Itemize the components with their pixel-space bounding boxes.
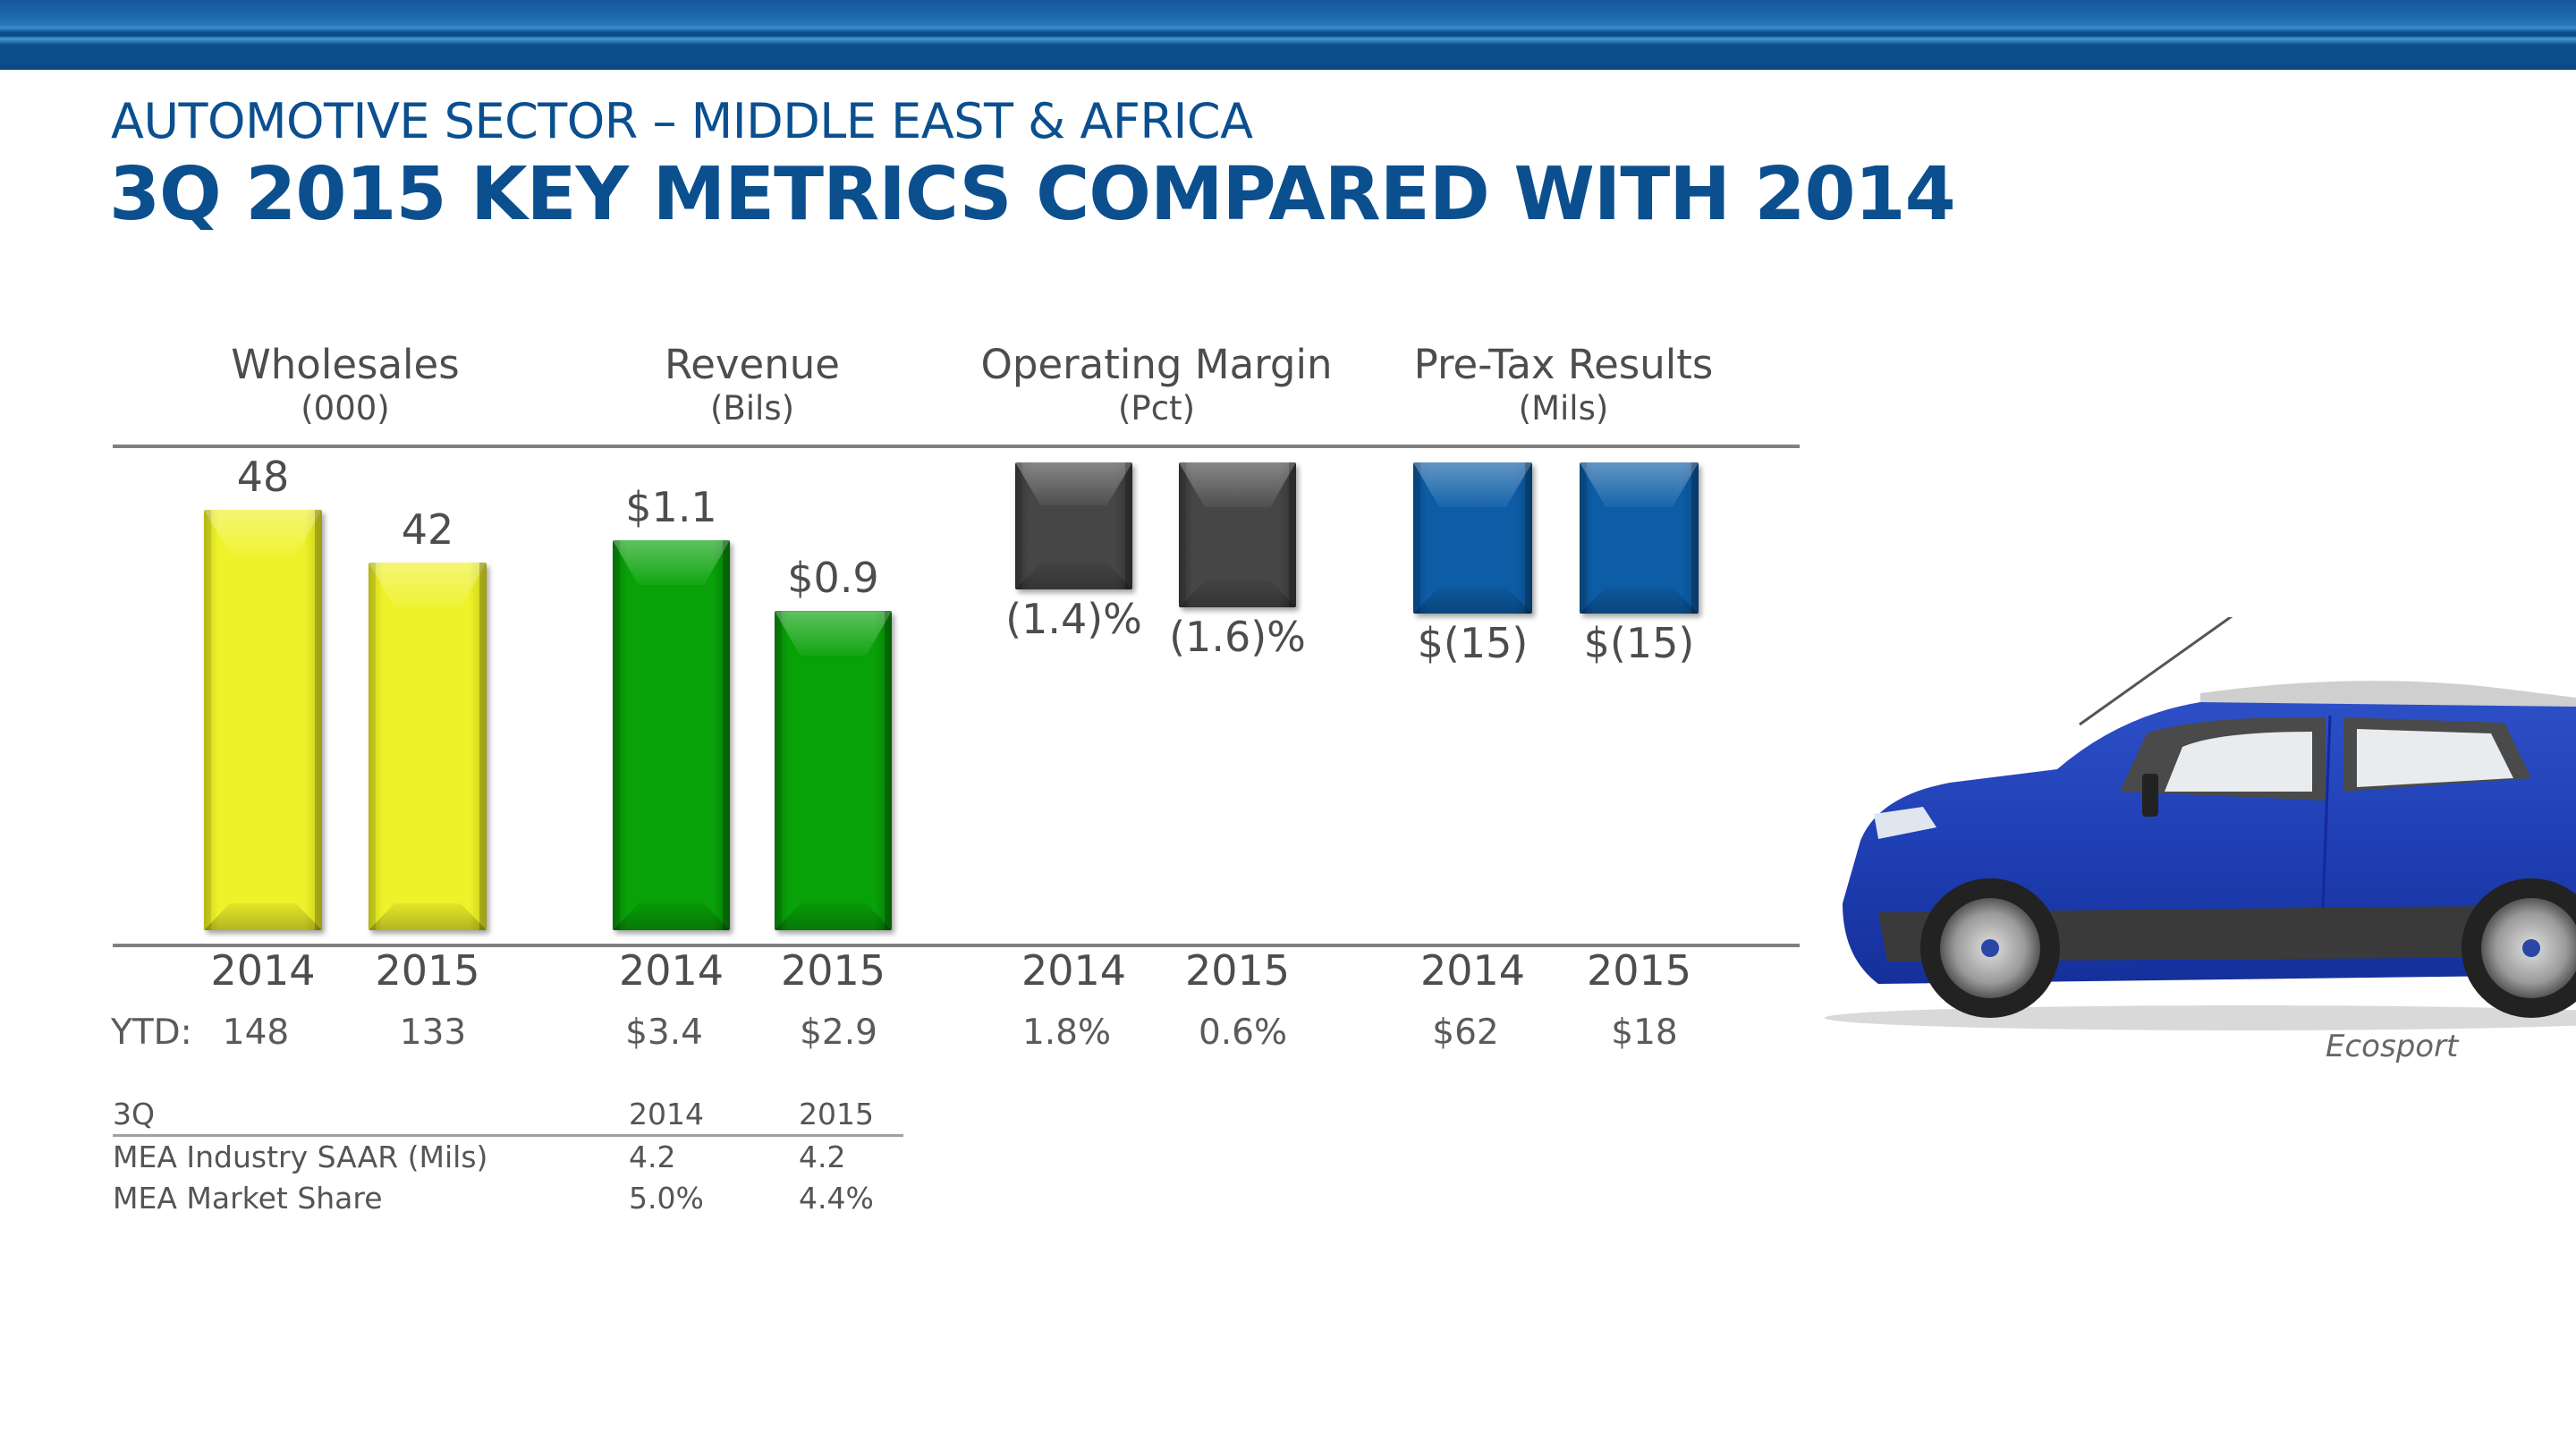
chart-title: Revenue <box>665 341 840 388</box>
table-cell: 5.0% <box>629 1181 704 1216</box>
chart-header-pretax: Pre-Tax Results (Mils) <box>1376 342 1751 429</box>
bar-value-label: $(15) <box>1583 619 1695 667</box>
chart-title: Operating Margin <box>980 341 1333 388</box>
ytd-label: YTD: <box>111 1013 192 1053</box>
chart-unit: (000) <box>301 389 390 428</box>
table-header-2014: 2014 <box>629 1097 704 1131</box>
ytd-value: $2.9 <box>800 1013 877 1053</box>
car-shadow <box>1825 1005 2576 1030</box>
car-antenna <box>2079 617 2233 726</box>
chart-header-wholesales: Wholesales (000) <box>157 342 533 429</box>
car-headlight <box>1874 807 1936 839</box>
bar-value-label: $(15) <box>1417 619 1529 667</box>
section-subtitle: AUTOMOTIVE SECTOR – MIDDLE EAST & AFRICA <box>111 93 1253 149</box>
x-tick-label: 2015 <box>780 946 886 995</box>
chart-title: Wholesales <box>231 341 460 388</box>
bar-value-label: $1.1 <box>625 483 717 531</box>
bar-revenue-2014 <box>613 540 730 930</box>
header-band <box>0 0 2576 70</box>
bar-value-label: 42 <box>401 504 454 554</box>
car-image <box>1825 617 2576 1030</box>
table-row-label: MEA Market Share <box>113 1181 383 1216</box>
ytd-value: $62 <box>1432 1013 1499 1053</box>
page-title: 3Q 2015 KEY METRICS COMPARED WITH 2014 <box>109 152 1956 237</box>
table-cell: 4.4% <box>799 1181 874 1216</box>
bar-revenue-2015 <box>775 611 892 930</box>
bar-value-label: $0.9 <box>787 554 879 603</box>
ytd-value: 0.6% <box>1198 1013 1288 1053</box>
bar-wholesales-2014 <box>204 510 322 930</box>
bar-pre-tax-results-2015 <box>1580 462 1699 614</box>
chart-unit: (Bils) <box>709 389 795 428</box>
chart-top-rule <box>113 445 1800 448</box>
car-mirror <box>2142 774 2158 817</box>
table-row-label: MEA Industry SAAR (Mils) <box>113 1140 488 1174</box>
bar-operating-margin-2015 <box>1179 462 1296 608</box>
x-tick-label: 2014 <box>1021 946 1127 995</box>
x-tick-label: 2014 <box>1419 946 1526 995</box>
table-cell: 4.2 <box>799 1140 846 1174</box>
ytd-value: 148 <box>222 1013 290 1053</box>
ytd-value: $3.4 <box>625 1013 703 1053</box>
chart-unit: (Pct) <box>1117 389 1196 428</box>
x-tick-label: 2015 <box>1586 946 1692 995</box>
table-rule <box>113 1134 903 1137</box>
chart-title: Pre-Tax Results <box>1413 341 1714 388</box>
x-tick-label: 2015 <box>1184 946 1291 995</box>
chart-header-revenue: Revenue (Bils) <box>564 342 940 429</box>
ytd-value: $18 <box>1611 1013 1678 1053</box>
bar-value-label: 48 <box>236 453 290 501</box>
car-front-window <box>2165 732 2312 792</box>
bar-value-label: (1.6)% <box>1169 613 1306 662</box>
car-rear-window <box>2357 729 2513 787</box>
bar-value-label: (1.4)% <box>1005 594 1142 643</box>
bar-operating-margin-2014 <box>1015 462 1132 589</box>
car-caption: Ecosport <box>2326 1029 2459 1064</box>
x-tick-label: 2015 <box>375 946 480 995</box>
x-tick-label: 2014 <box>618 946 724 995</box>
chart-baseline-rule <box>113 944 1800 947</box>
table-header-label: 3Q <box>113 1097 155 1131</box>
bar-wholesales-2015 <box>369 562 487 930</box>
chart-header-operating-margin: Operating Margin (Pct) <box>969 342 1344 429</box>
table-header-2015: 2015 <box>799 1097 874 1131</box>
ytd-value: 133 <box>399 1013 467 1053</box>
bar-pre-tax-results-2014 <box>1413 462 1532 614</box>
ytd-value: 1.8% <box>1021 1013 1112 1053</box>
x-tick-label: 2014 <box>210 946 316 995</box>
chart-unit: (Mils) <box>1518 389 1609 428</box>
table-cell: 4.2 <box>629 1140 676 1174</box>
